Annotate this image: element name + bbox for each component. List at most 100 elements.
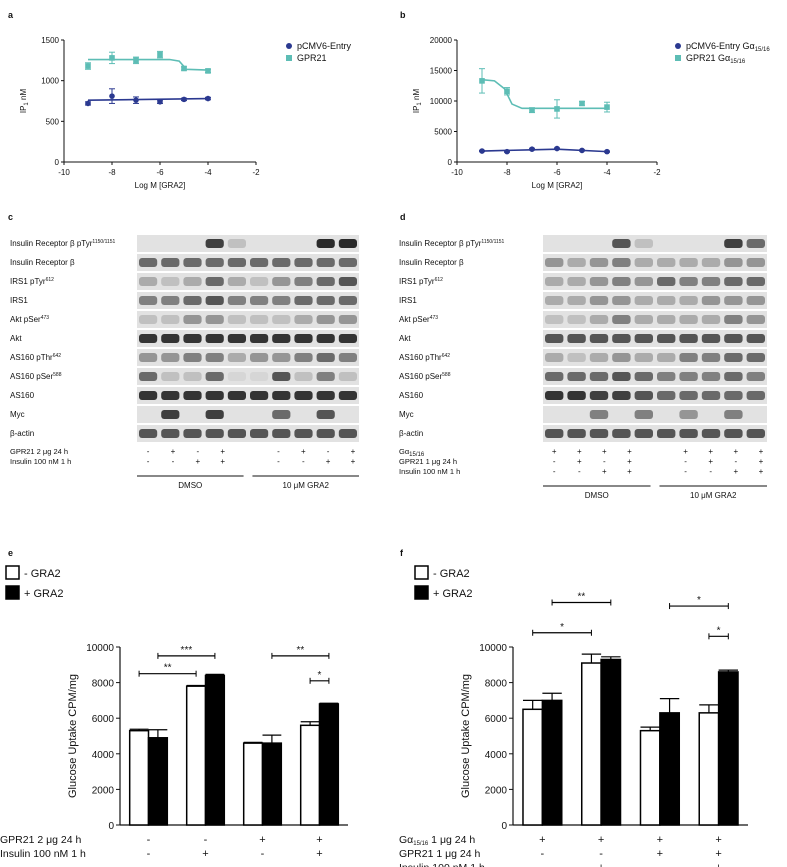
condition-sign: - [578,467,581,476]
blot-row-label: IRS1 [399,296,417,305]
y-tick-label: 0 [501,821,507,832]
blot-band [272,372,291,381]
blot-band [746,239,765,248]
blot-band [589,410,609,419]
y-tick-label: 10000 [479,643,507,654]
blot-band [316,372,335,381]
blot-row-label: IRS1 pTyr612 [399,277,443,286]
blot-band [338,372,357,381]
blot-band [701,391,721,400]
y-tick-label: 2000 [485,785,508,796]
condition-sign: - [261,848,265,860]
blot-band [545,315,564,324]
blot-band [205,258,224,267]
blot-band [612,239,631,248]
significance-label: *** [181,645,193,656]
y-tick-label: 2000 [92,785,115,796]
condition-sign: + [627,447,632,456]
blot-band [139,429,158,438]
condition-sign: + [539,834,545,846]
y-axis-label: Glucose Uptake CPM/mg [460,674,472,798]
blot-band [272,429,291,438]
bar-minus-gra2 [580,662,602,826]
western-blot-d: Insulin Receptor β pTyr1150/1151 Insulin … [393,225,787,525]
condition-sign: + [326,457,331,466]
condition-label: GPR21 2 μg 24 h [10,447,68,456]
fit-curve [481,148,608,153]
blot-row-label: Insulin Receptor β pTyr1150/1151 [10,239,116,248]
condition-sign: + [202,848,208,860]
y-tick-label: 1500 [41,36,59,45]
blot-band [657,429,676,438]
condition-label: Gα15/16 [399,447,425,458]
condition-sign: + [759,447,764,456]
condition-sign: - [553,467,556,476]
significance-label: ** [578,592,586,603]
blot-band [657,258,676,267]
blot-band [250,372,269,381]
blot-band [679,391,698,400]
data-point [529,146,535,152]
panel-label-e: e [8,548,14,558]
data-point [504,88,510,95]
blot-band [338,258,357,267]
blot-band [634,372,653,381]
x-tick-label: -2 [252,168,260,177]
blot-band [612,353,631,362]
bar-minus-gra2 [522,708,544,826]
blot-band [161,258,180,267]
blot-row-label: IRS1 [10,296,28,305]
blot-band [701,296,721,305]
group-label-gra2: 10 μM GRA2 [690,491,737,500]
fit-curve [87,97,209,101]
blot-band [724,315,743,324]
condition-sign: - [327,447,330,456]
blot-band [183,391,202,400]
blot-row-label: AS160 pSer588 [399,372,451,381]
y-tick-label: 6000 [485,714,508,725]
data-point [133,97,139,103]
x-axis-label: Log M [GRA2] [532,181,583,190]
blot-band [294,277,313,286]
blot-band [227,391,246,400]
blot-band [272,391,291,400]
blot-band [567,296,586,305]
condition-sign: + [598,834,604,846]
blot-band [227,353,246,362]
condition-sign: + [195,457,200,466]
condition-sign: + [627,457,632,466]
blot-band [612,315,631,324]
blot-band [316,239,335,248]
blot-band [612,372,631,381]
blot-band [657,334,676,343]
fit-curve [88,58,209,71]
data-point [157,99,163,105]
data-point [109,55,115,61]
panel-label-a: a [8,10,14,20]
bar-minus-gra2 [639,729,661,826]
condition-sign: - [684,457,687,466]
blot-row-label: Myc [399,410,414,419]
data-point [529,107,535,113]
blot-band [724,334,743,343]
condition-sign: - [599,848,603,860]
group-label-dmso: DMSO [178,481,202,490]
blot-band [227,429,246,438]
blot-band [701,258,721,267]
blot-band [294,334,313,343]
condition-sign: + [552,447,557,456]
significance-label: * [717,625,721,636]
blot-band [227,239,246,248]
blot-band [338,315,357,324]
blot-band [338,353,357,362]
blot-band [679,258,698,267]
blot-band [294,391,313,400]
blot-band [612,334,631,343]
condition-sign: + [733,447,738,456]
blot-row-label: Insulin Receptor β [399,258,464,267]
blot-band [634,410,653,419]
blot-band [567,429,586,438]
blot-band [272,277,291,286]
significance-label: * [318,670,322,681]
legend-label: GPR21 Gα15/16 [686,53,746,65]
